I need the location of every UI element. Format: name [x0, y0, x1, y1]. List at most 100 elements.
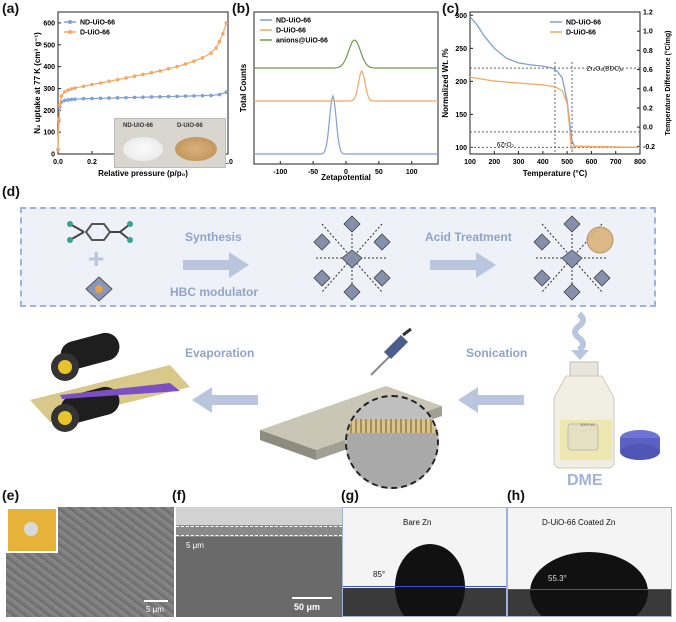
baseline-h	[508, 589, 671, 590]
x-tick-label-a: 0.0	[53, 159, 63, 166]
y-axis-label-a: N₂ uptake at 77 K (cm³ g⁻¹)	[33, 32, 42, 134]
data-point-a	[192, 94, 196, 98]
panel-letter-f: (f)	[172, 487, 186, 503]
series-line-c	[469, 76, 641, 151]
data-point-a	[158, 94, 162, 99]
y-axis-label-c: Normalized Wt. /%	[441, 48, 450, 117]
legend-label-b: D-UiO-66	[276, 28, 306, 35]
sem-image-e: 5 μm	[6, 507, 174, 617]
y2-axis-label-c: Temperature Difference (°C/mg)	[664, 31, 672, 136]
y-tick-label-c: 300	[455, 13, 467, 20]
data-point-a	[115, 77, 120, 82]
data-point-a	[175, 94, 179, 99]
dme-label: DME	[567, 472, 603, 489]
panel-letter-d: (d)	[2, 183, 20, 199]
thickness-text-f: 5 μm	[186, 541, 204, 550]
y2-tick-label-c: -0.2	[643, 144, 655, 151]
panel-letter-g: (g)	[341, 487, 359, 503]
cross-section-magnifier	[345, 395, 439, 489]
panel-letter-c: (c)	[442, 0, 460, 16]
data-point-a	[214, 46, 218, 50]
data-point-a	[69, 87, 74, 91]
data-point-a	[217, 39, 222, 44]
x-tick-label-b: 0	[344, 169, 348, 176]
data-point-a	[200, 56, 205, 60]
angle-text-h: 55.3°	[548, 574, 567, 583]
scale-bar-e	[144, 600, 168, 602]
data-point-a	[141, 95, 145, 99]
y-tick-label-c: 100	[455, 145, 467, 152]
plot-frame-c	[469, 11, 641, 155]
coated-foil-photo-inset	[6, 507, 58, 553]
y-tick-label-a: 100	[43, 130, 55, 137]
legend-marker-a	[68, 30, 72, 34]
x-tick-label-b: -100	[273, 169, 287, 176]
arrow-evaporation	[192, 387, 258, 413]
squiggle-arrow-icon	[571, 312, 589, 360]
contact-angle-bare-zn: Bare Zn 85°	[342, 507, 507, 617]
x-axis-label-c: Temperature (°C)	[523, 169, 588, 178]
x-tick-label-c: 800	[634, 159, 646, 166]
dme-bottle-illustration	[553, 361, 615, 469]
x-axis-label-a: Relative pressure (p/p₀)	[98, 169, 188, 178]
series-curve-b	[254, 39, 438, 69]
series-line-a	[57, 22, 227, 150]
x-tick-label-b: 100	[406, 169, 418, 176]
x-tick-label-c: 300	[513, 159, 525, 166]
y2-tick-label-c: 0.0	[643, 125, 653, 132]
y2-tick-label-c: 1.0	[643, 29, 653, 36]
annotation-zro2: 6ZrO₂	[497, 141, 515, 148]
series-line-c	[469, 16, 641, 149]
data-point-a	[57, 103, 62, 107]
coating-top-line	[176, 526, 342, 527]
data-point-a	[183, 62, 188, 66]
data-point-a	[56, 147, 60, 152]
y-tick-label-c: 150	[455, 112, 467, 119]
arrow-acid-treatment	[430, 252, 496, 278]
legend-label-c: ND-UiO-66	[566, 20, 601, 27]
x-tick-label-c: 700	[610, 159, 622, 166]
data-point-a	[107, 79, 111, 84]
water-droplet-h	[530, 552, 648, 616]
chart-b-zetapotential: -100 -50 0 50 100 Zetapotential Total Counts ND…	[239, 11, 439, 182]
data-point-a	[209, 93, 213, 98]
x-tick-label-c: 500	[561, 159, 573, 166]
sem-cross-section-f: 5 μm 50 μm	[176, 507, 342, 617]
data-point-a	[98, 81, 103, 85]
data-point-a	[192, 59, 196, 63]
panel-letter-b: (b)	[232, 0, 250, 16]
y-tick-label-a: 400	[43, 64, 55, 71]
bottle-cap-icon	[620, 430, 660, 460]
title-h: D-UiO-66 Coated Zn	[542, 518, 616, 527]
panel-letter-e: (e)	[2, 487, 20, 503]
evaporation-label: Evaporation	[185, 346, 255, 360]
x-tick-label-b: 50	[375, 169, 383, 176]
plus-icon: +	[88, 243, 105, 274]
bdc-linker-icon	[67, 221, 133, 243]
scale-text-e: 5 μm	[146, 605, 164, 614]
y-tick-label-a: 500	[43, 42, 55, 49]
zn-substrate-layer	[347, 433, 437, 487]
annotation-zr6-cluster: Zr₆O₆(BDC)₆	[587, 66, 624, 73]
tan-powder	[175, 137, 217, 161]
data-point-a	[166, 94, 171, 99]
data-point-a	[73, 86, 77, 90]
data-point-a	[158, 69, 162, 73]
uio66-framework-structure	[313, 215, 391, 301]
bottle-volume-label: 1000 mL	[580, 422, 596, 427]
x-tick-label-c: 400	[537, 159, 549, 166]
legend-label-c: D-UiO-66	[566, 30, 596, 37]
data-point-a	[59, 94, 64, 98]
data-point-a	[183, 94, 188, 98]
x-tick-label-a: 0.2	[87, 159, 97, 166]
y-tick-label-a: 300	[43, 86, 55, 93]
inset-label-d: D-UiO-66	[177, 123, 203, 129]
data-point-a	[221, 32, 225, 36]
data-point-a	[63, 89, 67, 94]
pipette-icon	[370, 327, 412, 376]
defective-uio66-structure	[533, 215, 614, 301]
panel-letter-h: (h)	[507, 487, 525, 503]
sonication-label: Sonication	[466, 346, 528, 360]
zr-cluster-icon	[85, 276, 113, 302]
electrode-disc	[24, 522, 38, 536]
